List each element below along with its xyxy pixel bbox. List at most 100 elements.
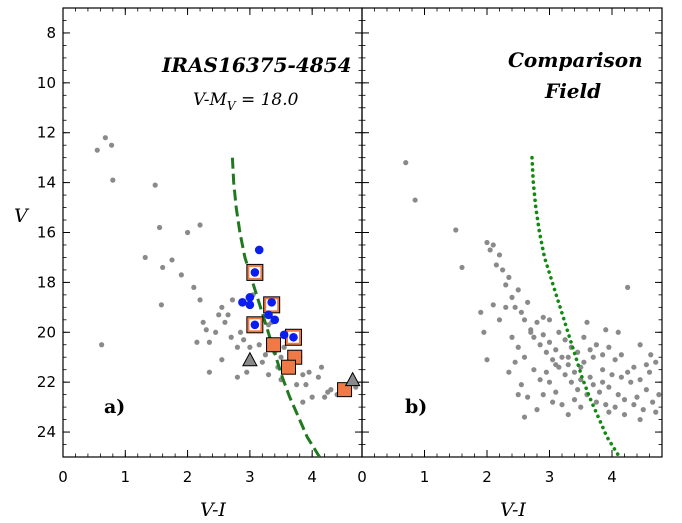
field-star-point	[216, 312, 222, 318]
panel-a-label: a)	[104, 396, 125, 418]
field-star-point	[197, 297, 203, 303]
field-star-point	[225, 312, 231, 318]
field-star-point	[108, 142, 115, 148]
field-star-point	[631, 364, 637, 370]
field-star-point	[521, 317, 528, 323]
member-star-point	[267, 298, 276, 307]
y-tick-label-2: 12	[37, 124, 56, 142]
field-star-point	[509, 334, 515, 340]
field-star-point	[206, 339, 212, 345]
field-star-point	[178, 272, 184, 278]
field-star-point	[540, 332, 546, 338]
field-star-point	[618, 352, 624, 358]
field-star-point	[571, 397, 578, 403]
field-star-point	[581, 359, 587, 365]
field-star-point	[625, 284, 631, 290]
field-star-point	[546, 317, 553, 323]
field-star-point	[606, 409, 612, 415]
field-star-point	[631, 402, 637, 408]
field-star-point	[543, 369, 549, 375]
field-star-point	[600, 379, 606, 385]
candidate-square-point	[266, 337, 282, 353]
field-star-point	[300, 399, 306, 405]
field-star-point	[643, 362, 649, 368]
field-star-point	[300, 372, 306, 378]
field-star-point	[490, 242, 496, 248]
field-star-point	[281, 344, 287, 350]
panel-a-subtitle: V-MV = 18.0	[193, 90, 299, 113]
field-star-point	[537, 377, 543, 383]
field-star-point	[581, 334, 587, 340]
field-star-point	[593, 399, 599, 405]
field-star-point	[546, 379, 553, 385]
x-tick-label-b-1: 1	[420, 468, 430, 486]
field-star-point	[528, 329, 534, 335]
member-star-point	[250, 320, 260, 330]
field-star-point	[621, 411, 628, 418]
field-star-point	[453, 227, 459, 233]
member-star-point	[270, 315, 280, 325]
field-star-point	[612, 357, 618, 363]
isochrone-line-b	[530, 155, 622, 457]
field-star-point	[160, 264, 166, 271]
field-star-point	[634, 394, 640, 400]
field-star-point	[247, 344, 253, 350]
field-star-point	[562, 372, 568, 378]
field-star-point	[587, 374, 593, 380]
member-star-point	[238, 298, 247, 307]
field-star-point	[515, 392, 521, 398]
candidate-square-point	[280, 359, 296, 375]
panel-b-label: b)	[405, 396, 427, 418]
field-star-point	[606, 384, 612, 390]
y-tick-label-5: 18	[37, 273, 56, 291]
field-star-point	[484, 357, 490, 363]
y-tick-label-0: 8	[46, 24, 56, 42]
field-star-point	[537, 342, 543, 348]
field-star-point	[590, 382, 596, 388]
y-tick-label-8: 24	[37, 423, 56, 441]
field-star-point	[543, 349, 549, 355]
field-star-point	[531, 367, 537, 373]
isochrone-line-a	[230, 157, 321, 457]
field-star-point	[550, 357, 556, 363]
field-star-point	[229, 297, 236, 303]
field-star-point	[600, 367, 606, 373]
field-star-point	[618, 374, 624, 380]
field-star-point	[540, 392, 546, 398]
x-tick-label-b-4: 4	[607, 468, 617, 486]
field-star-point	[615, 392, 621, 398]
field-star-point	[169, 257, 175, 263]
field-star-point	[512, 304, 518, 310]
x-axis-title-a: V-I	[200, 499, 226, 521]
field-star-point	[603, 402, 609, 408]
field-star-point	[328, 387, 334, 393]
member-star-point	[264, 310, 273, 320]
field-star-point	[303, 382, 309, 388]
field-star-point	[206, 369, 212, 375]
field-star-point	[587, 347, 593, 353]
field-star-point	[596, 389, 603, 395]
panel-b-title-line1: Comparison	[508, 48, 643, 72]
member-star-point	[279, 330, 289, 340]
x-tick-label-a-1: 1	[121, 468, 131, 486]
field-star-point	[653, 409, 659, 415]
field-star-point	[200, 319, 206, 325]
field-star-point	[521, 354, 528, 360]
triangle-point	[344, 371, 361, 387]
triangle-point	[242, 351, 258, 367]
field-star-point	[643, 387, 649, 393]
member-star-point	[254, 245, 264, 255]
field-star-point	[102, 135, 108, 141]
field-star-point	[584, 319, 590, 325]
x-tick-label-b-2: 2	[482, 468, 492, 486]
field-star-point	[509, 294, 515, 300]
field-star-point	[278, 354, 284, 360]
field-star-point	[593, 342, 599, 348]
field-star-point	[315, 374, 321, 380]
field-star-point	[571, 369, 578, 375]
x-tick-label-a-0: 0	[58, 468, 68, 486]
y-tick-label-1: 10	[37, 74, 56, 92]
field-star-point	[234, 374, 241, 380]
field-star-point	[518, 382, 524, 388]
